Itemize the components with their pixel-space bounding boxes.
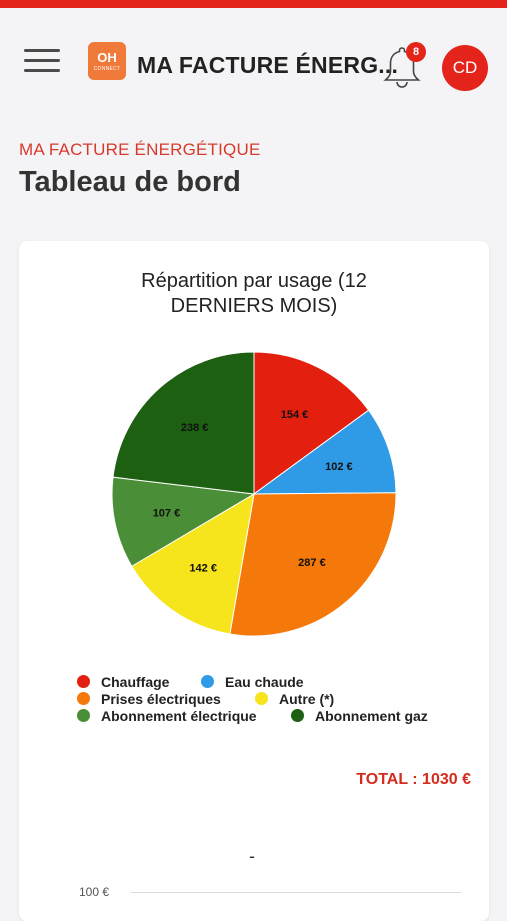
chart-legend: Chauffage Eau chaude Prises électriques … [77,673,428,724]
legend-dot [255,692,268,705]
pie-slice-label-4: 107 € [153,507,181,519]
legend-label: Abonnement électrique [101,707,257,724]
pie-slice-label-2: 287 € [298,557,326,569]
legend-dot [77,675,90,688]
pie-slice-1[interactable] [252,409,397,495]
pie-slice-5[interactable] [112,351,255,495]
notifications-bell-icon[interactable] [380,44,424,92]
legend-label: Eau chaude [225,673,304,690]
total-amount: TOTAL : 1030 € [356,771,471,788]
legend-label: Abonnement gaz [315,707,428,724]
chart-title-line1: Répartition par usage (12 [141,270,367,292]
app-logo: OH CONNECT [88,42,126,80]
legend-label: Prises électriques [101,690,221,707]
legend-item-abonnement-electrique[interactable]: Abonnement électrique [77,708,291,724]
pie-slice-label-3: 142 € [189,563,217,575]
pie-slice-label-1: 102 € [325,461,353,473]
legend-dot [77,692,90,705]
page-title: Tableau de bord [19,166,241,198]
breadcrumb: MA FACTURE ÉNERGÉTIQUE [19,140,261,159]
legend-dot [291,709,304,722]
legend-item-autre[interactable]: Autre (*) [255,691,334,707]
chart-gridline [131,892,461,893]
logo-text: OH [97,49,117,65]
pie-slice-label-5: 238 € [181,422,209,434]
legend-dot [77,709,90,722]
legend-item-abonnement-gaz[interactable]: Abonnement gaz [291,708,428,724]
legend-label: Autre (*) [279,690,335,707]
legend-item-eau-chaude[interactable]: Eau chaude [201,674,304,690]
second-chart-title: - [249,846,255,866]
legend-dot [201,675,214,688]
legend-item-prises-electriques[interactable]: Prises électriques [77,691,255,707]
usage-pie-chart: 154 € 102 € 287 € 142 € 107 € 238 € [111,351,397,637]
legend-item-chauffage[interactable]: Chauffage [77,674,201,690]
top-accent-bar [0,0,507,8]
app-header: OH CONNECT MA FACTURE ÉNERG... 8 CD [0,8,507,112]
pie-slice-2[interactable] [229,492,397,637]
legend-label: Chauffage [101,673,170,690]
chart-title-line2: DERNIERS MOIS) [170,295,338,317]
app-title: MA FACTURE ÉNERG... [137,52,399,78]
logo-subtext: CONNECT [93,65,121,72]
pie-slice-label-0: 154 € [281,409,309,421]
chart-title: Répartition par usage (12 DERNIERS MOIS) [19,269,489,319]
hamburger-menu-icon[interactable] [22,49,62,75]
pie-slice-0[interactable] [253,351,370,495]
y-axis-tick-label: 100 € [79,885,110,899]
user-avatar[interactable]: CD [442,45,488,91]
pie-slice-3[interactable] [131,493,255,635]
pie-slice-4[interactable] [111,476,256,567]
notification-badge: 8 [406,42,426,62]
usage-chart-card: Répartition par usage (12 DERNIERS MOIS)… [19,241,489,921]
